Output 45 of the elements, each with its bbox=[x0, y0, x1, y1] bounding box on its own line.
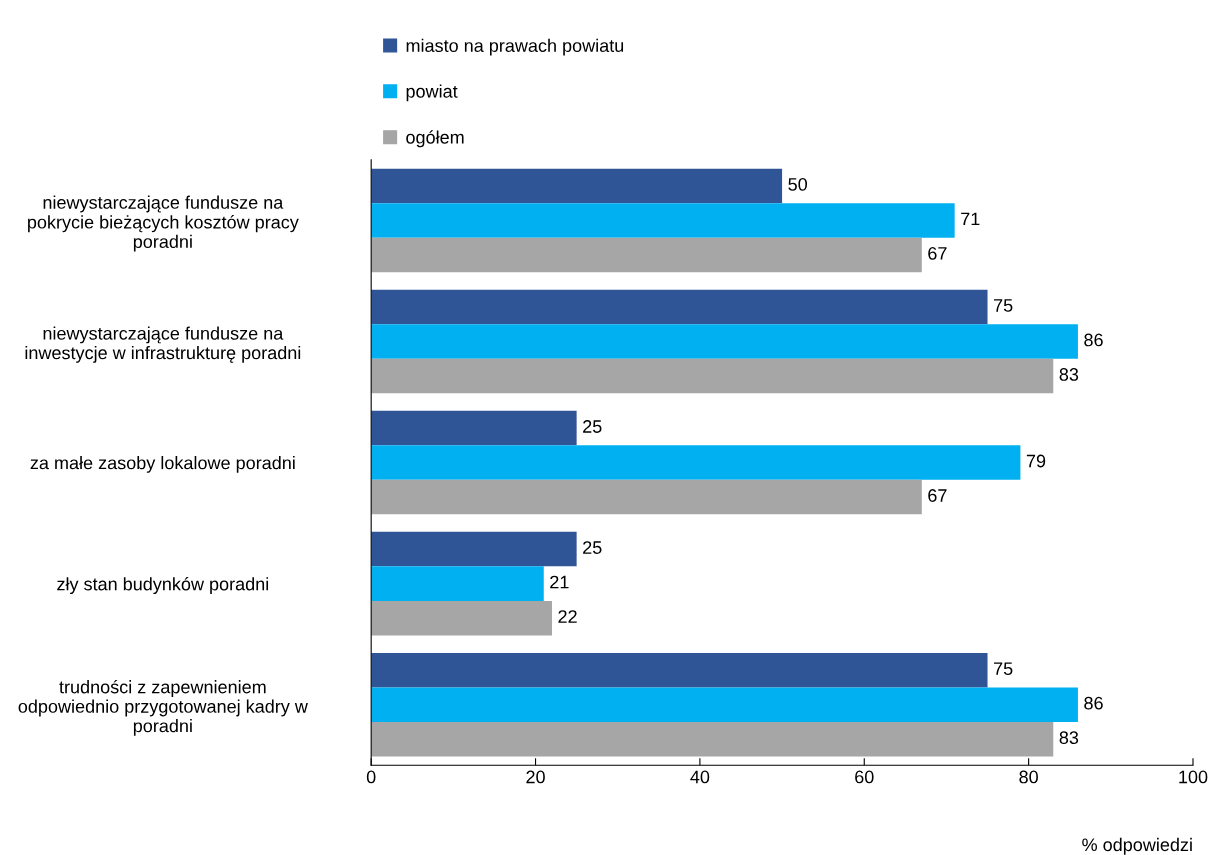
x-tick-label: 100 bbox=[1179, 770, 1208, 784]
data-label: 50 bbox=[788, 177, 808, 191]
bar bbox=[371, 237, 922, 273]
data-label: 67 bbox=[928, 246, 947, 260]
data-label: 83 bbox=[1059, 368, 1079, 381]
bar bbox=[371, 445, 1021, 480]
bar bbox=[371, 410, 577, 446]
y-tick-label: trudności z zapewnieniem odpowiednio przygotowanej kadry w poradni bbox=[18, 679, 308, 736]
data-label: 21 bbox=[550, 575, 569, 589]
data-label: 79 bbox=[1026, 454, 1046, 468]
x-tick-label: 60 bbox=[855, 770, 874, 784]
bar bbox=[371, 687, 1078, 722]
data-label: 25 bbox=[583, 420, 602, 433]
x-tick-label: 80 bbox=[1019, 770, 1038, 784]
y-tick-label: niewystarczające fundusze na inwestycje w infrastrukturę poradni bbox=[25, 326, 301, 363]
legend-label: powiat bbox=[406, 84, 458, 102]
bar bbox=[371, 203, 955, 238]
data-label: 75 bbox=[994, 299, 1013, 312]
x-tick-label: 0 bbox=[366, 770, 376, 784]
bar bbox=[371, 168, 783, 204]
bar bbox=[371, 479, 922, 515]
data-label: 25 bbox=[583, 541, 602, 554]
x-axis-title: % odpowiedzi bbox=[1082, 837, 1192, 855]
x-tick-label: 20 bbox=[526, 770, 545, 784]
bar bbox=[371, 721, 1054, 757]
legend-label: ogółem bbox=[406, 130, 464, 148]
data-label: 71 bbox=[961, 212, 980, 226]
bar bbox=[371, 289, 988, 325]
bar bbox=[371, 531, 577, 567]
data-label: 67 bbox=[928, 489, 947, 502]
legend-label: miasto na prawach powiatu bbox=[406, 38, 624, 56]
data-label: 75 bbox=[994, 662, 1013, 676]
data-label: 22 bbox=[558, 610, 577, 623]
x-tick-label: 40 bbox=[690, 770, 710, 784]
data-label: 83 bbox=[1059, 731, 1079, 745]
bar bbox=[371, 324, 1078, 359]
data-label: 86 bbox=[1084, 696, 1103, 710]
bar bbox=[371, 566, 544, 601]
y-tick-label: zły stan budynków poradni bbox=[57, 576, 269, 595]
bar bbox=[371, 358, 1054, 394]
y-tick-label: za małe zasoby lokalowe poradni bbox=[30, 456, 295, 473]
bar bbox=[371, 600, 552, 636]
y-tick-label: niewystarczające fundusze na pokrycie bieżących kosztów pracy poradni bbox=[28, 195, 299, 252]
data-label: 86 bbox=[1084, 333, 1103, 347]
bar bbox=[371, 652, 988, 688]
